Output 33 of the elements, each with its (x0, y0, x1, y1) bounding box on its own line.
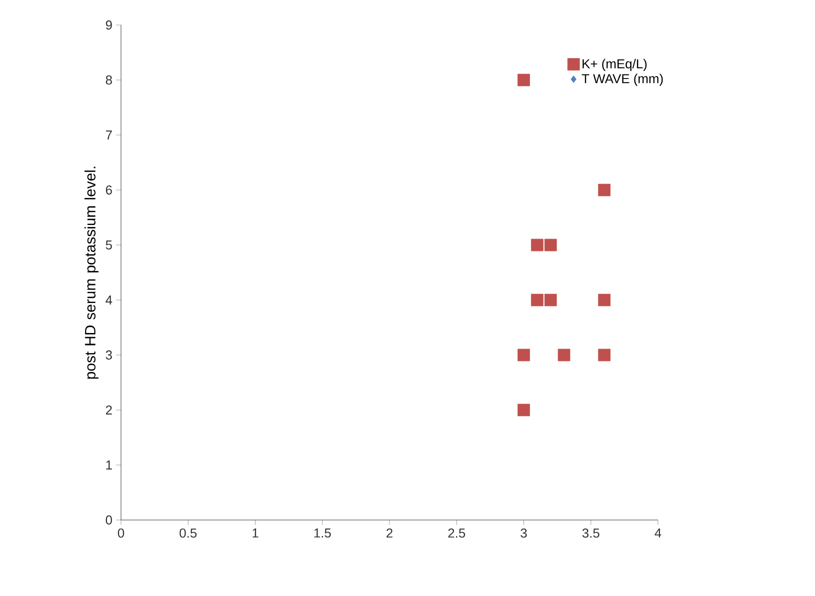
x-tick-label: 2.5 (448, 528, 466, 538)
legend-label: K+ (mEq/L) (582, 58, 647, 71)
point (544, 294, 557, 306)
y-tick-label: 2 (106, 405, 112, 415)
x-tick-label: 0 (118, 528, 124, 538)
point (544, 238, 557, 252)
x-tick-label: 4 (654, 528, 662, 538)
point (558, 348, 570, 362)
x-tick-label: 1 (252, 528, 258, 538)
point (598, 184, 610, 196)
y-tick-label: 3 (106, 350, 112, 360)
y-tick-label: 7 (106, 130, 112, 140)
point (531, 238, 544, 252)
y-tick-label: 5 (106, 240, 112, 250)
legend-label: T WAVE (mm) (582, 74, 663, 86)
point (518, 404, 530, 416)
point (598, 348, 610, 362)
x-tick-label: 3.5 (582, 528, 600, 538)
x-tick-label: 3 (520, 528, 527, 538)
x-tick-label: 0.5 (180, 528, 197, 538)
y-tick-label: 0 (106, 515, 112, 525)
x-tick-label: 1.5 (314, 528, 331, 538)
point (531, 294, 544, 306)
point (518, 348, 530, 362)
y-tick-label: 1 (106, 460, 112, 470)
x-tick-label: 2 (386, 528, 392, 538)
y-tick-label: 8 (106, 75, 112, 85)
point (598, 294, 610, 306)
y-tick-label: 6 (106, 185, 112, 195)
y-tick-label: 4 (106, 296, 112, 304)
y-tick-label: 9 (106, 20, 112, 30)
y-axis-title: post HD serum potassium level. (84, 166, 98, 379)
point (518, 74, 530, 86)
